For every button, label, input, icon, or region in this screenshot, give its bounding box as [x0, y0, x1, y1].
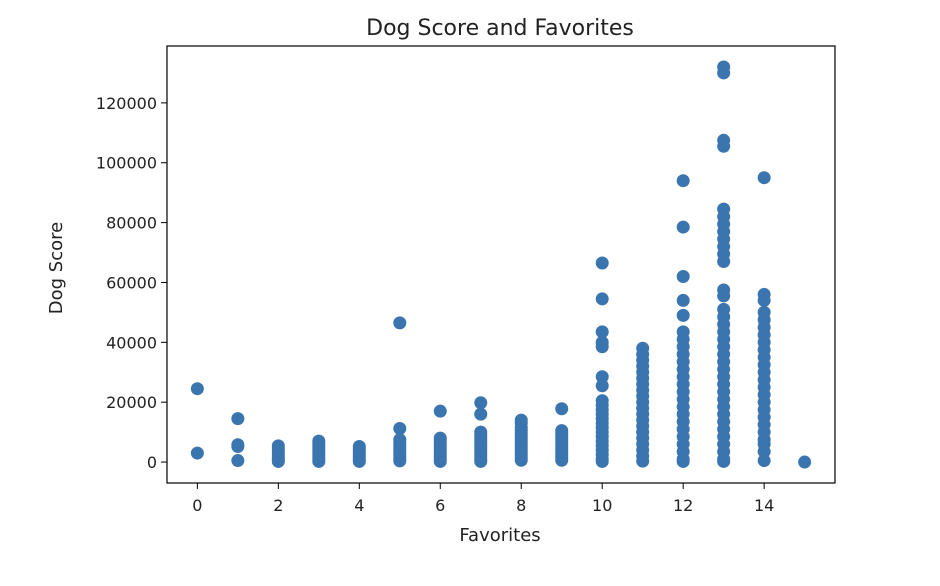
data-point — [474, 396, 488, 410]
x-tick-label: 10 — [592, 496, 612, 515]
y-tick-label: 40000 — [106, 333, 157, 352]
y-tick-label: 60000 — [106, 273, 157, 292]
data-point — [676, 454, 690, 468]
data-point — [231, 454, 245, 468]
data-point — [595, 370, 609, 384]
data-point — [676, 269, 690, 283]
x-axis-label: Favorites — [459, 525, 540, 546]
data-point — [757, 454, 771, 468]
x-tick-label: 2 — [273, 496, 283, 515]
data-point — [717, 454, 731, 468]
data-point — [393, 454, 407, 468]
data-point — [190, 382, 204, 396]
data-point — [514, 453, 528, 467]
data-point — [433, 404, 447, 418]
data-point — [636, 454, 650, 468]
data-point — [393, 422, 407, 436]
data-point — [231, 439, 245, 453]
data-point — [676, 174, 690, 188]
x-tick-label: 8 — [516, 496, 526, 515]
data-point — [352, 454, 366, 468]
data-point — [190, 446, 204, 460]
y-tick-label: 20000 — [106, 393, 157, 412]
data-point — [474, 454, 488, 468]
data-point — [595, 256, 609, 270]
y-tick-label: 100000 — [96, 154, 157, 173]
chart-title: Dog Score and Favorites — [366, 16, 634, 41]
y-axis-ticks: 0 20000 40000 60000 80000 100000 120000 — [96, 94, 167, 472]
data-point — [717, 255, 731, 269]
data-point — [433, 454, 447, 468]
data-point — [595, 340, 609, 354]
x-tick-label: 12 — [673, 496, 693, 515]
data-point — [595, 292, 609, 306]
data-point — [798, 455, 812, 469]
y-tick-label: 120000 — [96, 94, 157, 113]
data-point — [717, 66, 731, 80]
x-tick-label: 14 — [754, 496, 774, 515]
x-tick-label: 0 — [192, 496, 202, 515]
x-tick-label: 4 — [354, 496, 364, 515]
data-point — [717, 139, 731, 153]
data-point — [595, 454, 609, 468]
data-point — [393, 316, 407, 330]
data-points-group — [190, 60, 812, 469]
data-point — [312, 454, 326, 468]
plot-area-frame — [166, 45, 836, 484]
data-point — [555, 402, 569, 416]
data-point — [676, 220, 690, 234]
data-point — [595, 379, 609, 393]
y-axis-label: Dog Score — [46, 222, 67, 314]
data-point — [757, 171, 771, 185]
data-point — [474, 407, 488, 421]
x-tick-label: 6 — [435, 496, 445, 515]
data-point — [676, 293, 690, 307]
y-tick-label: 80000 — [106, 214, 157, 233]
data-point — [717, 289, 731, 303]
data-point — [231, 412, 245, 426]
x-axis-ticks: 0 2 4 6 8 10 12 14 — [192, 483, 774, 515]
data-point — [555, 453, 569, 467]
data-point — [757, 445, 771, 459]
data-point — [676, 308, 690, 322]
data-point — [595, 325, 609, 339]
y-tick-label: 0 — [147, 453, 157, 472]
data-point — [271, 454, 285, 468]
data-point — [757, 293, 771, 307]
